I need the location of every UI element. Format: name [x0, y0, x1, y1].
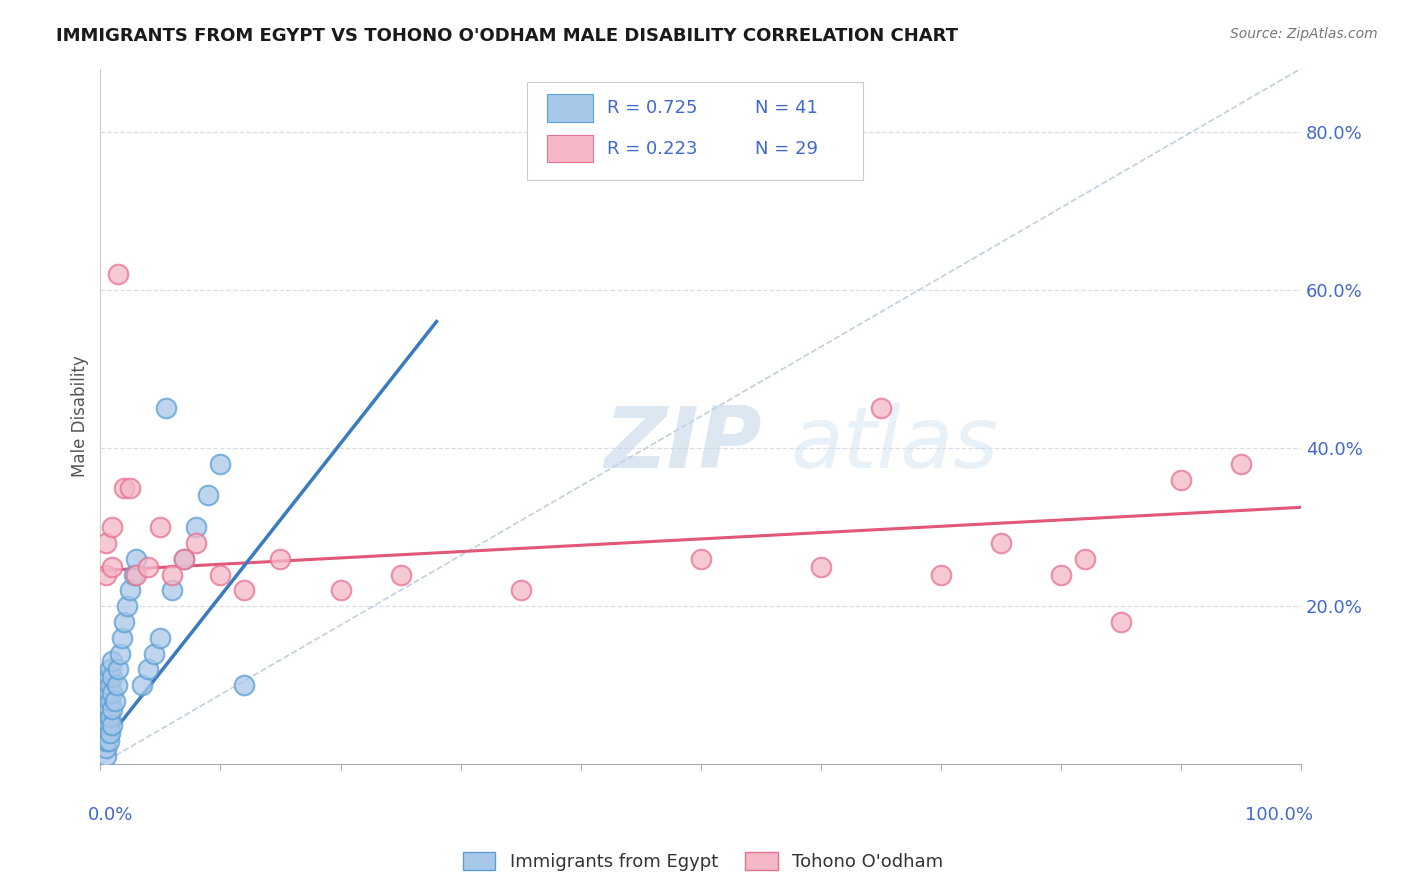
Point — [509, 583, 531, 598]
Point — [131, 678, 153, 692]
Point — [101, 559, 124, 574]
FancyBboxPatch shape — [547, 95, 593, 122]
Point — [120, 583, 142, 598]
Legend: Immigrants from Egypt, Tohono O'odham: Immigrants from Egypt, Tohono O'odham — [456, 845, 950, 879]
Point — [186, 520, 208, 534]
Point — [98, 725, 121, 739]
Point — [155, 401, 177, 416]
Point — [115, 599, 138, 614]
FancyBboxPatch shape — [527, 82, 863, 180]
Point — [233, 678, 256, 692]
Point — [112, 615, 135, 629]
Point — [689, 551, 711, 566]
Point — [105, 678, 128, 692]
Point — [96, 733, 118, 747]
Point — [107, 267, 129, 281]
Point — [186, 536, 208, 550]
Point — [929, 567, 952, 582]
Point — [269, 551, 291, 566]
Point — [107, 662, 129, 676]
Point — [101, 717, 124, 731]
Point — [96, 749, 118, 764]
Point — [96, 741, 118, 756]
Point — [101, 655, 124, 669]
Text: N = 29: N = 29 — [755, 139, 818, 158]
Point — [101, 702, 124, 716]
Point — [122, 567, 145, 582]
Text: Source: ZipAtlas.com: Source: ZipAtlas.com — [1230, 27, 1378, 41]
Point — [810, 559, 832, 574]
Point — [990, 536, 1012, 550]
Point — [173, 551, 195, 566]
Y-axis label: Male Disability: Male Disability — [72, 356, 89, 477]
Point — [149, 631, 172, 645]
Point — [96, 725, 118, 739]
FancyBboxPatch shape — [547, 135, 593, 162]
Point — [98, 678, 121, 692]
Point — [209, 567, 232, 582]
Point — [149, 520, 172, 534]
Point — [97, 702, 120, 716]
Point — [96, 717, 118, 731]
Point — [101, 520, 124, 534]
Point — [101, 670, 124, 684]
Text: atlas: atlas — [790, 402, 998, 486]
Text: R = 0.223: R = 0.223 — [607, 139, 697, 158]
Point — [389, 567, 412, 582]
Point — [1230, 457, 1253, 471]
Point — [101, 686, 124, 700]
Point — [96, 567, 118, 582]
Point — [97, 670, 120, 684]
Point — [97, 717, 120, 731]
Text: 0.0%: 0.0% — [89, 806, 134, 824]
Point — [1109, 615, 1132, 629]
Text: ZIP: ZIP — [605, 402, 762, 486]
Point — [108, 647, 131, 661]
Point — [98, 710, 121, 724]
Point — [138, 559, 160, 574]
Text: 100.0%: 100.0% — [1246, 806, 1313, 824]
Point — [112, 481, 135, 495]
Point — [197, 488, 219, 502]
Point — [209, 457, 232, 471]
Text: N = 41: N = 41 — [755, 99, 818, 117]
Text: IMMIGRANTS FROM EGYPT VS TOHONO O'ODHAM MALE DISABILITY CORRELATION CHART: IMMIGRANTS FROM EGYPT VS TOHONO O'ODHAM … — [56, 27, 959, 45]
Point — [870, 401, 893, 416]
Point — [96, 536, 118, 550]
Point — [162, 567, 184, 582]
Point — [125, 551, 148, 566]
Point — [162, 583, 184, 598]
Point — [125, 567, 148, 582]
Point — [97, 733, 120, 747]
Point — [1074, 551, 1097, 566]
Point — [1050, 567, 1073, 582]
Point — [104, 694, 127, 708]
Point — [233, 583, 256, 598]
Point — [98, 662, 121, 676]
Point — [138, 662, 160, 676]
Point — [120, 481, 142, 495]
Point — [1170, 473, 1192, 487]
Point — [98, 694, 121, 708]
Point — [329, 583, 352, 598]
Point — [111, 631, 134, 645]
Point — [97, 686, 120, 700]
Point — [143, 647, 166, 661]
Text: R = 0.725: R = 0.725 — [607, 99, 697, 117]
Point — [173, 551, 195, 566]
